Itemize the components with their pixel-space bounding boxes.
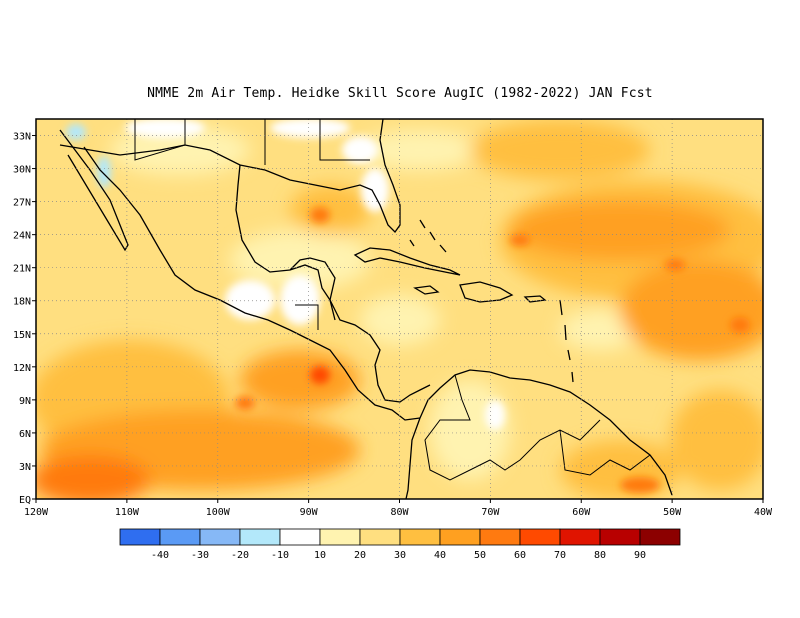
map-title: NMME 2m Air Temp. Heidke Skill Score Aug… [147, 86, 653, 101]
lon-label: 40W [754, 507, 773, 518]
colorbar-label: 60 [514, 550, 526, 561]
colorbar-label: 10 [314, 550, 326, 561]
lat-label: 21N [13, 264, 31, 275]
lat-label: 33N [13, 132, 31, 143]
colorbar-label: 80 [594, 550, 606, 561]
colorbar-swatch [239, 528, 281, 546]
lon-label: 50W [663, 507, 682, 518]
lat-label: 12N [13, 363, 31, 374]
colorbar-swatch [199, 528, 241, 546]
colorbar-swatch [599, 528, 641, 546]
lat-label: EQ [19, 495, 31, 506]
lat-label: 3N [19, 462, 31, 473]
lat-label: 15N [13, 330, 31, 341]
colorbar-label: 20 [354, 550, 366, 561]
colorbar-swatch [359, 528, 401, 546]
grid-lines [36, 119, 763, 499]
colorbar: -40 -30 -20 -10 10 20 30 40 50 60 70 80 90 [119, 528, 681, 561]
colorbar-label: 50 [474, 550, 486, 561]
colorbar-label: -30 [191, 550, 209, 561]
lat-label: 6N [19, 429, 31, 440]
colorbar-label: -40 [151, 550, 169, 561]
colorbar-swatch [279, 528, 321, 546]
colorbar-swatch [639, 528, 681, 546]
colorbar-label: -10 [271, 550, 289, 561]
colorbar-swatch [159, 528, 201, 546]
shaded-field [36, 119, 763, 499]
lat-label: 30N [13, 165, 31, 176]
coastlines [59, 119, 673, 499]
lat-label: 9N [19, 396, 31, 407]
colorbar-swatch [519, 528, 561, 546]
colorbar-label: 40 [434, 550, 446, 561]
colorbar-swatch [119, 528, 161, 546]
colorbar-swatch [319, 528, 361, 546]
lon-label: 90W [300, 507, 319, 518]
colorbar-swatch [559, 528, 601, 546]
colorbar-swatch [439, 528, 481, 546]
lon-label: 120W [24, 507, 49, 518]
lat-label: 27N [13, 198, 31, 209]
lon-label: 100W [206, 507, 231, 518]
colorbar-label: -20 [231, 550, 249, 561]
colorbar-swatch [479, 528, 521, 546]
lon-label: 60W [572, 507, 591, 518]
colorbar-label: 70 [554, 550, 566, 561]
colorbar-label: 90 [634, 550, 646, 561]
colorbar-label: 30 [394, 550, 406, 561]
colorbar-swatch [399, 528, 441, 546]
lat-label: 18N [13, 297, 31, 308]
lon-label: 80W [390, 507, 409, 518]
lon-label: 70W [481, 507, 500, 518]
lon-label: 110W [115, 507, 140, 518]
lat-label: 24N [13, 231, 31, 242]
